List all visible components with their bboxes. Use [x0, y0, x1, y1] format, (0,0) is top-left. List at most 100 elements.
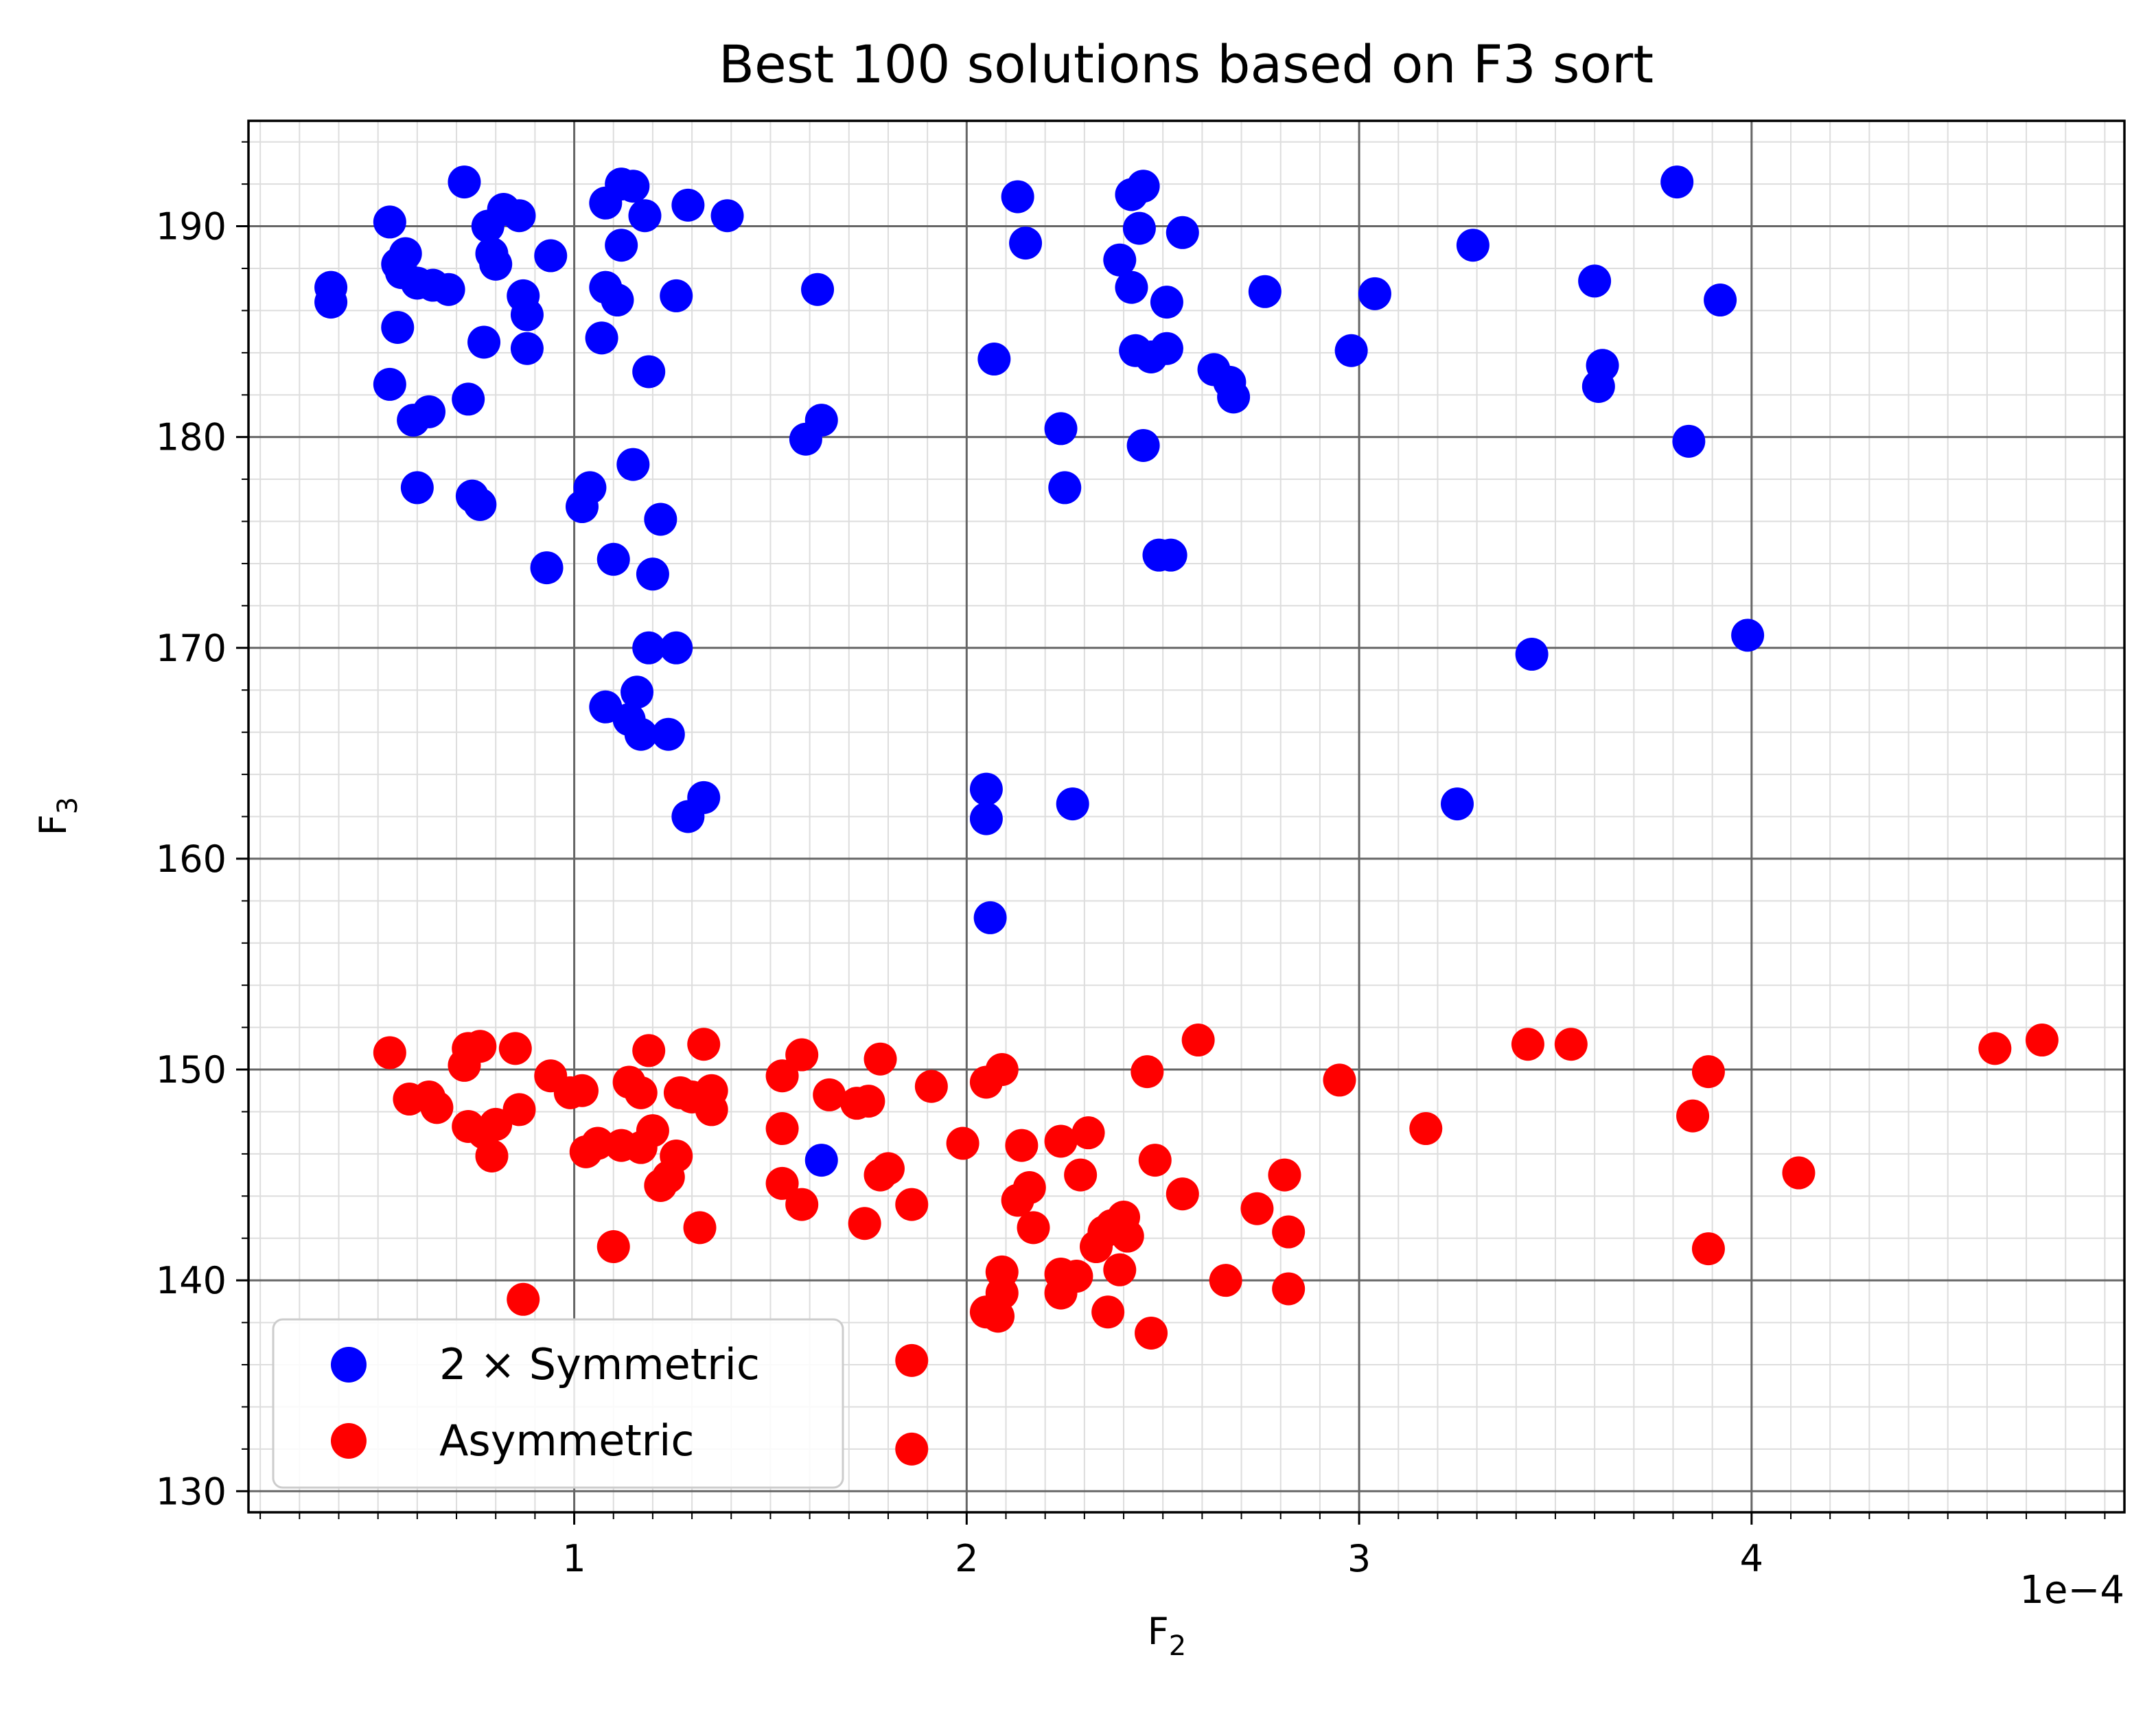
data-point — [452, 382, 485, 416]
data-point — [895, 1188, 929, 1221]
data-point — [644, 502, 677, 536]
data-point — [785, 1038, 819, 1072]
data-point — [813, 1078, 846, 1111]
data-point — [1103, 243, 1137, 277]
legend-label-symmetric: 2 × Symmetric — [439, 1339, 760, 1389]
data-point — [632, 1034, 666, 1067]
data-point — [671, 188, 705, 222]
data-point — [785, 1188, 819, 1221]
data-point — [1044, 1124, 1078, 1158]
data-point — [946, 1126, 980, 1160]
data-point — [1044, 412, 1078, 446]
data-point — [467, 325, 501, 359]
data-point — [1012, 1171, 1046, 1205]
data-point — [565, 490, 599, 524]
data-point — [381, 310, 415, 344]
data-point — [1272, 1272, 1306, 1306]
data-point — [1704, 284, 1737, 317]
data-point — [765, 1112, 799, 1146]
data-point — [765, 1166, 799, 1200]
data-point — [1111, 1219, 1144, 1253]
data-point — [871, 1152, 905, 1186]
data-point — [448, 165, 481, 199]
x-tick-label: 4 — [1740, 1537, 1763, 1580]
x-axis-label-subscript: 2 — [1169, 1630, 1186, 1662]
data-point — [2025, 1024, 2059, 1057]
data-point — [400, 471, 434, 505]
y-tick-label: 180 — [156, 416, 227, 459]
y-axis-label: F3 — [32, 797, 84, 836]
data-point — [1268, 1158, 1301, 1192]
data-point — [1782, 1156, 1816, 1190]
data-point — [660, 631, 693, 665]
data-point — [985, 1053, 1019, 1087]
chart-title: Best 100 solutions based on F3 sort — [719, 34, 1654, 95]
data-point — [1978, 1032, 2012, 1065]
data-point — [628, 199, 662, 233]
data-point — [1731, 619, 1765, 652]
data-point — [475, 1139, 509, 1172]
y-tick-label: 150 — [156, 1048, 227, 1091]
data-point — [1005, 1129, 1039, 1162]
y-tick-label: 160 — [156, 837, 227, 881]
data-point — [624, 717, 658, 751]
data-point — [1181, 1024, 1215, 1057]
data-point — [1217, 380, 1251, 414]
y-tick-label: 170 — [156, 627, 227, 670]
data-point — [636, 1114, 669, 1148]
data-point — [565, 1074, 599, 1107]
data-point — [1691, 1055, 1725, 1089]
data-point — [1103, 1253, 1137, 1286]
data-point — [1166, 216, 1199, 249]
data-point — [1122, 211, 1156, 245]
y-tick-label: 140 — [156, 1259, 227, 1302]
data-point — [373, 367, 406, 401]
data-point — [852, 1085, 885, 1118]
y-axis-label-subscript: 3 — [52, 797, 84, 814]
x-axis-label-main: F — [1148, 1610, 1169, 1653]
data-point — [1441, 787, 1474, 821]
legend-label-asymmetric: Asymmetric — [439, 1416, 694, 1466]
data-point — [479, 1107, 513, 1141]
data-point — [1660, 165, 1694, 199]
data-point — [1056, 787, 1089, 821]
major-grid — [248, 121, 2124, 1512]
data-point — [616, 448, 650, 481]
data-point — [596, 542, 630, 576]
data-point — [1511, 1028, 1544, 1061]
data-point — [1138, 1144, 1172, 1177]
data-point — [1091, 1295, 1125, 1329]
data-point — [373, 1036, 406, 1070]
series-asymmetric — [373, 1024, 2059, 1466]
data-point — [1240, 1192, 1274, 1225]
data-point — [463, 1030, 497, 1063]
data-point — [1456, 229, 1490, 262]
data-point — [982, 1299, 1015, 1333]
data-point — [804, 1144, 838, 1177]
data-point — [895, 1432, 929, 1466]
data-point — [1334, 334, 1368, 367]
data-point — [621, 675, 654, 709]
data-point — [1048, 471, 1082, 505]
data-point — [687, 781, 721, 814]
data-point — [1515, 638, 1549, 671]
data-point — [1154, 538, 1187, 572]
data-point — [413, 395, 446, 428]
data-point — [1126, 428, 1160, 462]
data-point — [914, 1070, 948, 1103]
x-axis-offset-label: 1e−4 — [2019, 1568, 2124, 1613]
data-point — [530, 551, 564, 585]
data-point — [605, 229, 638, 262]
data-point — [1001, 180, 1034, 213]
y-axis-label-main: F — [32, 814, 75, 835]
y-tick-labels: 130 140 150 160 170 180 190 — [156, 205, 227, 1514]
data-point — [863, 1042, 897, 1076]
data-point — [1672, 424, 1706, 458]
data-point — [502, 199, 536, 233]
data-point — [895, 1343, 929, 1377]
data-point — [660, 279, 693, 312]
data-point — [479, 247, 513, 281]
data-point — [969, 772, 1003, 806]
data-point — [973, 901, 1007, 934]
data-point — [1209, 1264, 1242, 1297]
